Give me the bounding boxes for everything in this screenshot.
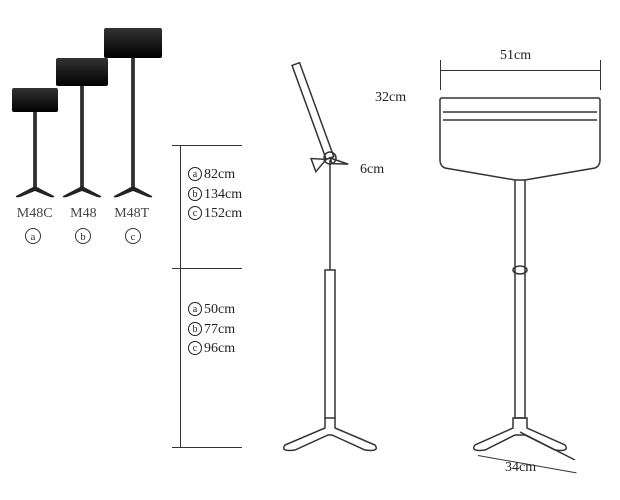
height-max-group: a82cm b134cm c152cm [188,165,242,224]
base-width-label: 34cm [505,460,536,476]
height-min-value: 77cm [204,322,235,337]
stand-photo-a [12,88,58,198]
height-min-value: 50cm [204,302,235,317]
model-badges-row: a b c [8,228,158,244]
model-labels-row: M48C M48 M48T [8,206,158,222]
dimension-tick-icon [172,268,242,269]
stand-base-icon [61,184,103,198]
front-view-drawing [425,40,615,460]
model-label: M48T [114,206,149,222]
dimension-tick-icon [600,60,601,90]
height-max-value: 152cm [204,206,242,221]
dimension-diagram-panel: 32cm 6cm a82cm b134cm c152cm a50cm b77cm… [160,10,615,480]
height-min-group: a50cm b77cm c96cm [188,300,235,359]
stand-photo-c [104,28,162,198]
dimension-tick-icon [172,447,242,448]
product-photo-panel: M48C M48 M48T a b c [8,10,158,240]
stand-base-icon [112,184,154,198]
model-label: M48 [70,206,96,222]
dimension-tick-icon [440,60,441,90]
model-badge: a [25,228,41,244]
desk-length-label: 32cm [375,90,406,106]
desk-width-label: 51cm [500,48,531,64]
dimension-line-icon [440,70,600,71]
stand-photo-b [56,58,108,198]
height-max-value: 82cm [204,167,235,182]
dimension-line-icon [180,145,181,447]
model-badge: b [75,228,91,244]
stand-base-icon [14,184,56,198]
height-max-value: 134cm [204,187,242,202]
height-min-value: 96cm [204,341,235,356]
dimension-tick-icon [172,145,242,146]
model-label: M48C [17,206,53,222]
model-badge: c [125,228,141,244]
lip-depth-label: 6cm [360,162,384,178]
